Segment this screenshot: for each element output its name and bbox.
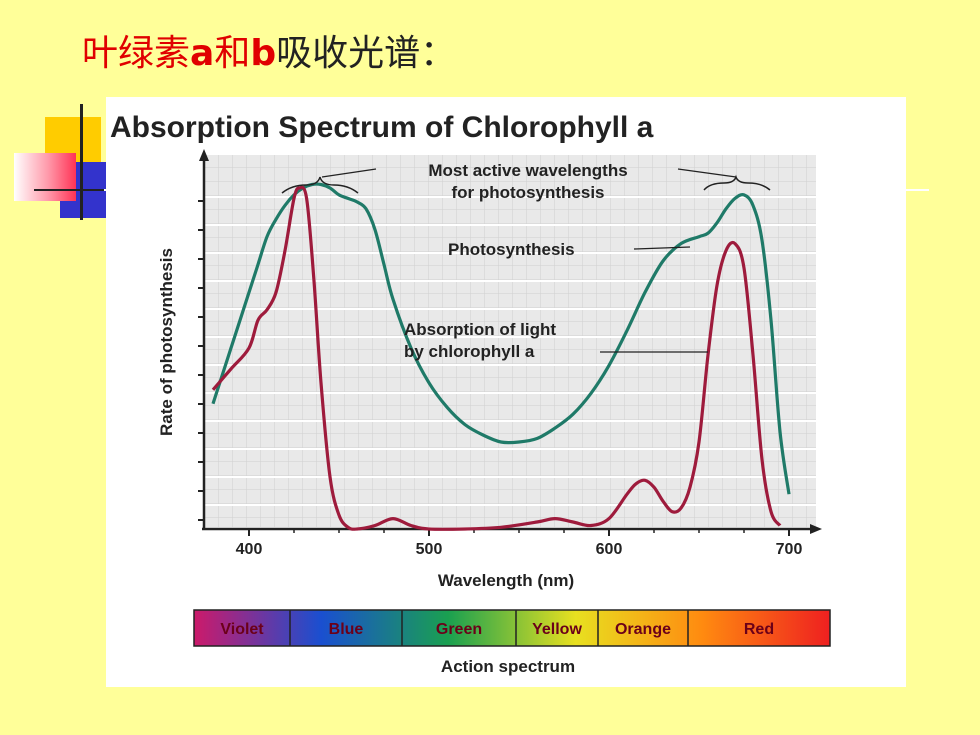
title-a: a [190, 33, 215, 74]
chart-title: Absorption Spectrum of Chlorophyll a [110, 111, 654, 144]
band-label-green: Green [436, 621, 482, 638]
most-active-leader-left [321, 168, 377, 178]
title-mid: 和 [214, 33, 251, 74]
annotation-photosynthesis: Photosynthesis [448, 240, 575, 259]
decorative-vertical-rule [80, 104, 83, 220]
photosynthesis-leader [633, 246, 691, 250]
band-label-red: Red [744, 621, 774, 638]
absorption-spectrum-chart: Absorption Spectrum of Chlorophyll a 400… [110, 111, 831, 676]
band-label-yellow: Yellow [532, 621, 582, 638]
title-b: b [250, 33, 277, 74]
y-axis-arrow-icon [199, 149, 209, 161]
x-tick-label: 500 [416, 541, 443, 558]
title-suffix: 吸收光谱 [276, 33, 421, 74]
band-label-violet: Violet [220, 621, 264, 638]
band-label-orange: Orange [615, 621, 671, 638]
annotation-most-active-line1: Most active wavelengths [428, 161, 627, 180]
y-axis-ticks [198, 200, 204, 521]
annotation-absorption-line1: Absorption of light [404, 320, 556, 339]
x-tick-label: 400 [236, 541, 263, 558]
decorative-pink-square [14, 153, 76, 201]
absorption-series-line [211, 185, 782, 531]
series-layer [211, 182, 791, 531]
left-peak-brace-icon [281, 176, 359, 194]
decorative-horizontal-rule-dark [34, 189, 104, 191]
action-spectrum-gradient [193, 609, 831, 647]
title-prefix: 叶绿素 [82, 33, 191, 74]
x-axis-arrow-icon [810, 524, 822, 534]
photosynthesis-series-line [211, 182, 791, 495]
most-active-leader-right [677, 168, 737, 178]
plot-grid [204, 155, 816, 527]
x-tick-label: 700 [776, 541, 803, 558]
annotation-most-active-line2: for photosynthesis [451, 183, 604, 202]
action-spectrum-label: Action spectrum [441, 657, 575, 676]
x-axis-title: Wavelength (nm) [438, 571, 574, 590]
annotation-absorption-line2: by chlorophyll a [404, 342, 535, 361]
x-axis-ticks: 400 500 600 700 [236, 529, 803, 558]
chart-figure: Absorption Spectrum of Chlorophyll a 400… [106, 97, 906, 687]
slide-title: 叶绿素a和b吸收光谱： [82, 30, 456, 78]
band-label-blue: Blue [329, 621, 364, 638]
action-spectrum-bar: Violet Blue Green Yellow Orange Red [193, 609, 831, 647]
x-tick-label: 600 [596, 541, 623, 558]
title-colon: ： [420, 33, 457, 74]
y-axis-title: Rate of photosynthesis [157, 248, 176, 436]
